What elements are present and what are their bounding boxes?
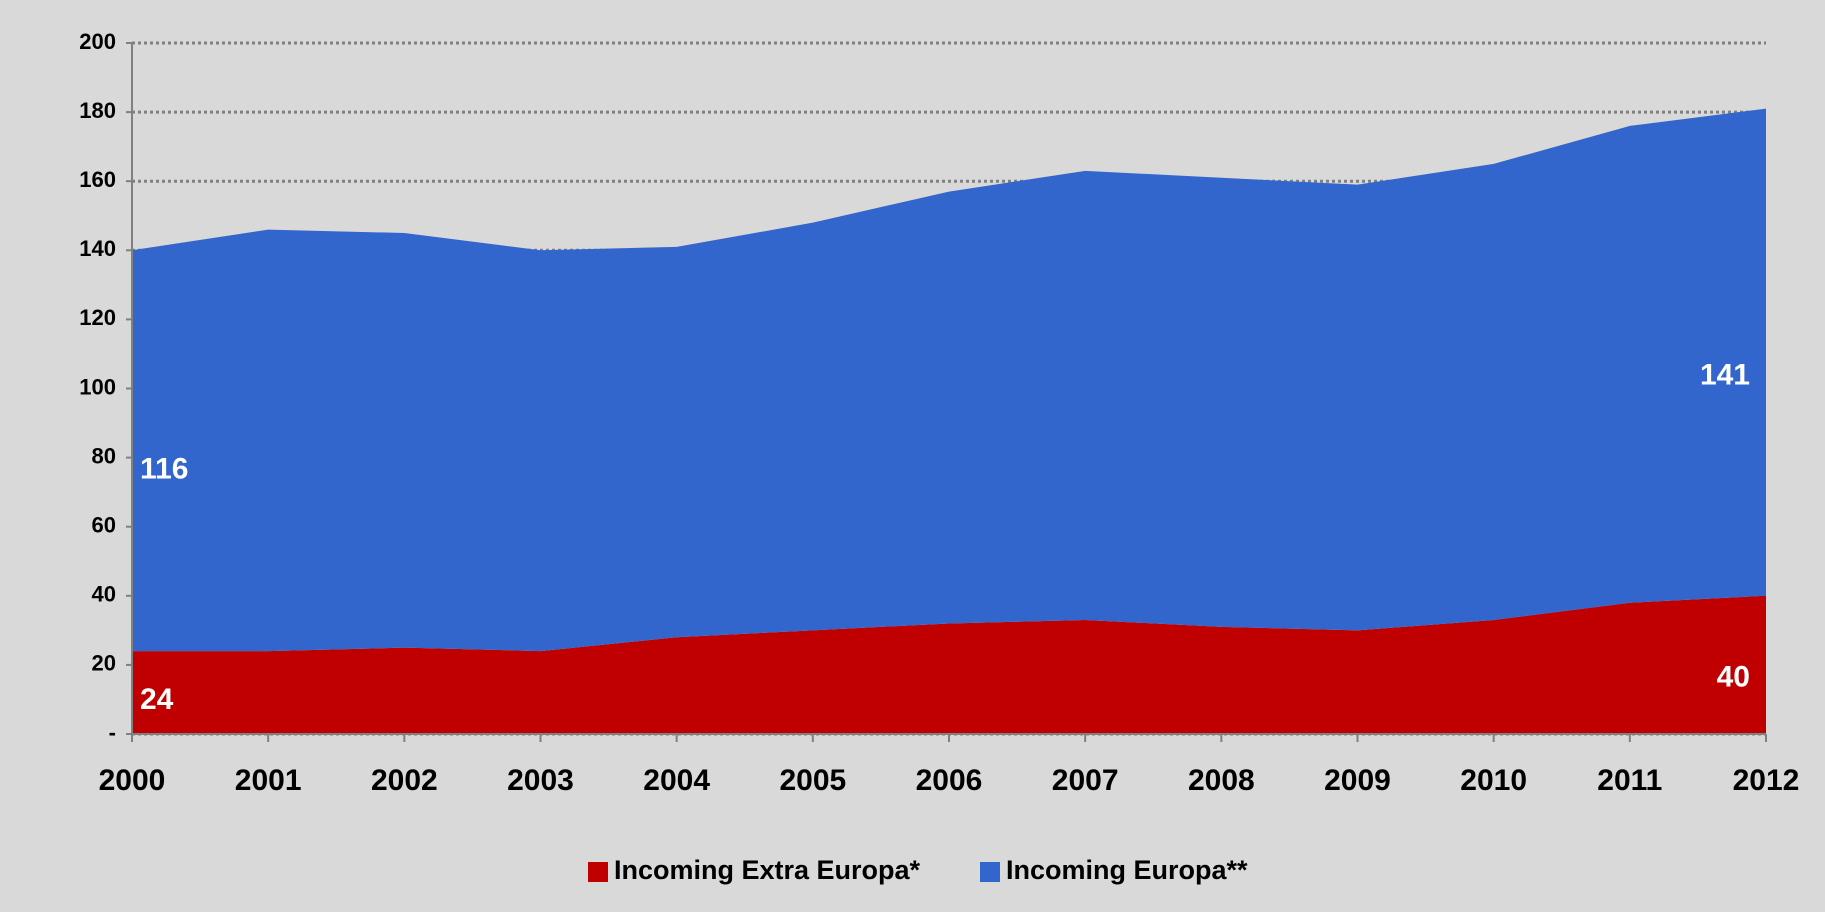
x-tick-label: 2011 bbox=[1597, 764, 1662, 797]
x-tick-label: 2002 bbox=[371, 764, 438, 797]
x-tick-label: 2009 bbox=[1324, 764, 1391, 797]
x-tick-label: 2006 bbox=[916, 764, 983, 797]
area bbox=[132, 108, 1766, 652]
y-tick-label: 180 bbox=[79, 98, 116, 123]
legend-swatch bbox=[588, 862, 608, 882]
legend-label: Incoming Europa** bbox=[1006, 855, 1248, 885]
y-tick-label: 140 bbox=[79, 236, 116, 261]
y-tick-label: 40 bbox=[92, 582, 116, 607]
legend-label: Incoming Extra Europa* bbox=[614, 855, 921, 885]
y-tick-label: 100 bbox=[79, 374, 116, 399]
legend-swatch bbox=[980, 862, 1000, 882]
y-tick-label: 20 bbox=[92, 651, 116, 676]
data-label: 40 bbox=[1717, 661, 1750, 694]
x-tick-label: 2003 bbox=[507, 764, 574, 797]
data-label: 116 bbox=[140, 453, 188, 486]
y-tick-label: 80 bbox=[92, 443, 116, 468]
data-label: 24 bbox=[140, 683, 174, 716]
x-tick-label: 2005 bbox=[779, 764, 846, 797]
x-tick-label: 2000 bbox=[99, 764, 166, 797]
x-tick-label: 2001 bbox=[235, 764, 302, 797]
data-label: 141 bbox=[1700, 359, 1750, 392]
y-tick-label: - bbox=[109, 720, 116, 745]
x-tick-label: 2010 bbox=[1460, 764, 1527, 797]
y-tick-label: 120 bbox=[79, 305, 116, 330]
x-tick-label: 2007 bbox=[1052, 764, 1119, 797]
x-tick-label: 2012 bbox=[1733, 764, 1800, 797]
y-tick-label: 160 bbox=[79, 167, 116, 192]
x-tick-label: 2004 bbox=[643, 764, 710, 797]
x-tick-label: 2008 bbox=[1188, 764, 1255, 797]
y-tick-label: 200 bbox=[79, 29, 116, 54]
y-tick-label: 60 bbox=[92, 513, 116, 538]
